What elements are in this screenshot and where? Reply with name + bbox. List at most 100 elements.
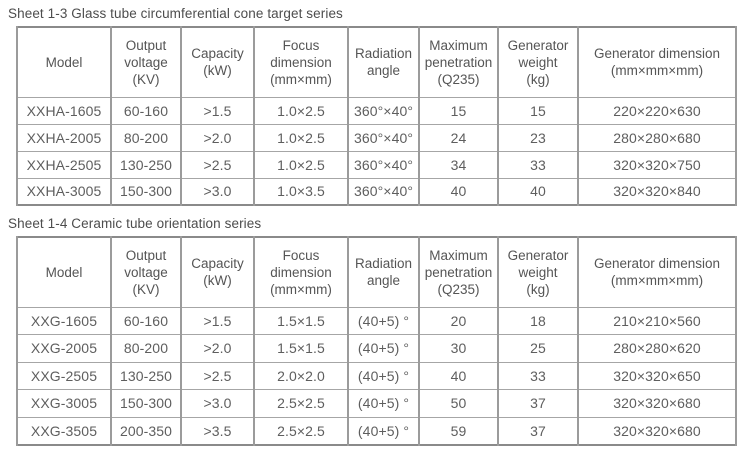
table-cell: 2.5×2.5 (253, 389, 349, 418)
table-cell: 40 (497, 177, 579, 206)
table-cell: >1.5 (180, 96, 255, 125)
table-cell: 59 (418, 416, 499, 445)
table-row: XXG-2005 80-200 >2.0 1.5×1.5 (40+5) ° 30 25 280… (16, 334, 737, 363)
table-cell: (40+5) ° (347, 306, 420, 335)
col-header-output-voltage: Output voltage (KV) (110, 26, 182, 98)
col-header-generator-dimension: Generator dimension (mm×mm×mm) (577, 26, 737, 98)
table-cell: 37 (497, 389, 579, 418)
table-row: XXG-3005 150-300 >3.0 2.5×2.5 (40+5) ° 50 37 32… (16, 389, 737, 418)
col-header-focus-dimension: Focus dimension (mm×mm) (253, 26, 349, 98)
table-cell: >2.0 (180, 334, 255, 363)
table-cell: 40 (418, 361, 499, 390)
table-cell: 15 (418, 96, 499, 125)
table-cell: 1.0×2.5 (253, 150, 349, 179)
table-cell: 37 (497, 416, 579, 445)
ceramic-tube-spec-table: Model Output voltage (KV) Capacity (kW) … (16, 236, 737, 446)
table-cell: 25 (497, 334, 579, 363)
col-header-maximum-penetration: Maximum penetration (Q235) (418, 236, 499, 308)
table-cell: XXHA-1605 (16, 96, 112, 125)
table-cell: 40 (418, 177, 499, 206)
table-cell: XXG-2505 (16, 361, 112, 390)
table-cell: 1.0×2.5 (253, 123, 349, 152)
table-cell: 34 (418, 150, 499, 179)
table-cell: >2.5 (180, 150, 255, 179)
col-header-model: Model (16, 236, 112, 308)
table-cell: >3.5 (180, 416, 255, 445)
glass-tube-spec-table: Model Output voltage (KV) Capacity (kW) … (16, 26, 737, 206)
col-header-generator-weight: Generator weight (kg) (497, 26, 579, 98)
table-cell: (40+5) ° (347, 389, 420, 418)
col-header-output-voltage: Output voltage (KV) (110, 236, 182, 308)
ceramic-tube-table-body: XXG-1605 60-160 >1.5 1.5×1.5 (40+5) ° 20 18 210… (16, 306, 737, 445)
table-cell: 150-300 (110, 389, 182, 418)
table-cell: 1.0×3.5 (253, 177, 349, 206)
table-row: XXHA-1605 60-160 >1.5 1.0×2.5 360°×40° 15 15 22… (16, 96, 737, 125)
sheet-1-4-title: Sheet 1-4 Ceramic tube orientation serie… (8, 216, 262, 231)
table-cell: 80-200 (110, 123, 182, 152)
table-cell: 210×210×560 (577, 306, 737, 335)
table-cell: XXHA-3005 (16, 177, 112, 206)
table-cell: 50 (418, 389, 499, 418)
col-header-capacity: Capacity (kW) (180, 236, 255, 308)
table-cell: 1.0×2.5 (253, 96, 349, 125)
table-cell: >2.5 (180, 361, 255, 390)
table-cell: 18 (497, 306, 579, 335)
table-cell: (40+5) ° (347, 361, 420, 390)
table-cell: XXG-3505 (16, 416, 112, 445)
table-cell: 1.5×1.5 (253, 334, 349, 363)
col-header-capacity: Capacity (kW) (180, 26, 255, 98)
col-header-radiation-angle: Radiation angle (347, 236, 420, 308)
table-cell: 360°×40° (347, 150, 420, 179)
table-row: XXG-3505 200-350 >3.5 2.5×2.5 (40+5) ° 59 37 32… (16, 416, 737, 445)
col-header-maximum-penetration: Maximum penetration (Q235) (418, 26, 499, 98)
table-cell: 320×320×680 (577, 416, 737, 445)
table-cell: 80-200 (110, 334, 182, 363)
table-cell: 320×320×650 (577, 361, 737, 390)
table-cell: 60-160 (110, 306, 182, 335)
table-cell: 130-250 (110, 361, 182, 390)
table-cell: 220×220×630 (577, 96, 737, 125)
table-cell: 280×280×680 (577, 123, 737, 152)
table-row: XXG-1605 60-160 >1.5 1.5×1.5 (40+5) ° 20 18 210… (16, 306, 737, 335)
table-cell: 33 (497, 150, 579, 179)
table-cell: 360°×40° (347, 177, 420, 206)
table-cell: 280×280×620 (577, 334, 737, 363)
table-cell: 320×320×680 (577, 389, 737, 418)
table-cell: 130-250 (110, 150, 182, 179)
col-header-radiation-angle: Radiation angle (347, 26, 420, 98)
table-cell: 320×320×840 (577, 177, 737, 206)
table-cell: 320×320×750 (577, 150, 737, 179)
table-cell: 20 (418, 306, 499, 335)
table-cell: XXG-2005 (16, 334, 112, 363)
table-cell: XXHA-2005 (16, 123, 112, 152)
col-header-generator-dimension: Generator dimension (mm×mm×mm) (577, 236, 737, 308)
table-cell: (40+5) ° (347, 334, 420, 363)
table-cell: 33 (497, 361, 579, 390)
table-row: XXHA-3005 150-300 >3.0 1.0×3.5 360°×40° 40 40 3… (16, 177, 737, 206)
table-cell: 360°×40° (347, 123, 420, 152)
table-cell: >1.5 (180, 306, 255, 335)
table-cell: 2.5×2.5 (253, 416, 349, 445)
col-header-model: Model (16, 26, 112, 98)
table-cell: 360°×40° (347, 96, 420, 125)
table-cell: >3.0 (180, 389, 255, 418)
table-cell: 30 (418, 334, 499, 363)
table-cell: 15 (497, 96, 579, 125)
table-cell: >3.0 (180, 177, 255, 206)
glass-tube-table-body: XXHA-1605 60-160 >1.5 1.0×2.5 360°×40° 15 15 22… (16, 96, 737, 206)
table-cell: (40+5) ° (347, 416, 420, 445)
header-row: Model Output voltage (KV) Capacity (kW) … (16, 236, 737, 308)
table-cell: 24 (418, 123, 499, 152)
table-cell: 1.5×1.5 (253, 306, 349, 335)
table-cell: 60-160 (110, 96, 182, 125)
table-cell: 200-350 (110, 416, 182, 445)
sheet-1-3-title: Sheet 1-3 Glass tube circumferential con… (8, 6, 343, 21)
header-row: Model Output voltage (KV) Capacity (kW) … (16, 26, 737, 98)
col-header-generator-weight: Generator weight (kg) (497, 236, 579, 308)
table-cell: 23 (497, 123, 579, 152)
table-row: XXG-2505 130-250 >2.5 2.0×2.0 (40+5) ° 40 33 32… (16, 361, 737, 390)
table-cell: XXG-1605 (16, 306, 112, 335)
table-row: XXHA-2005 80-200 >2.0 1.0×2.5 360°×40° 24 23 28… (16, 123, 737, 152)
table-cell: XXHA-2505 (16, 150, 112, 179)
